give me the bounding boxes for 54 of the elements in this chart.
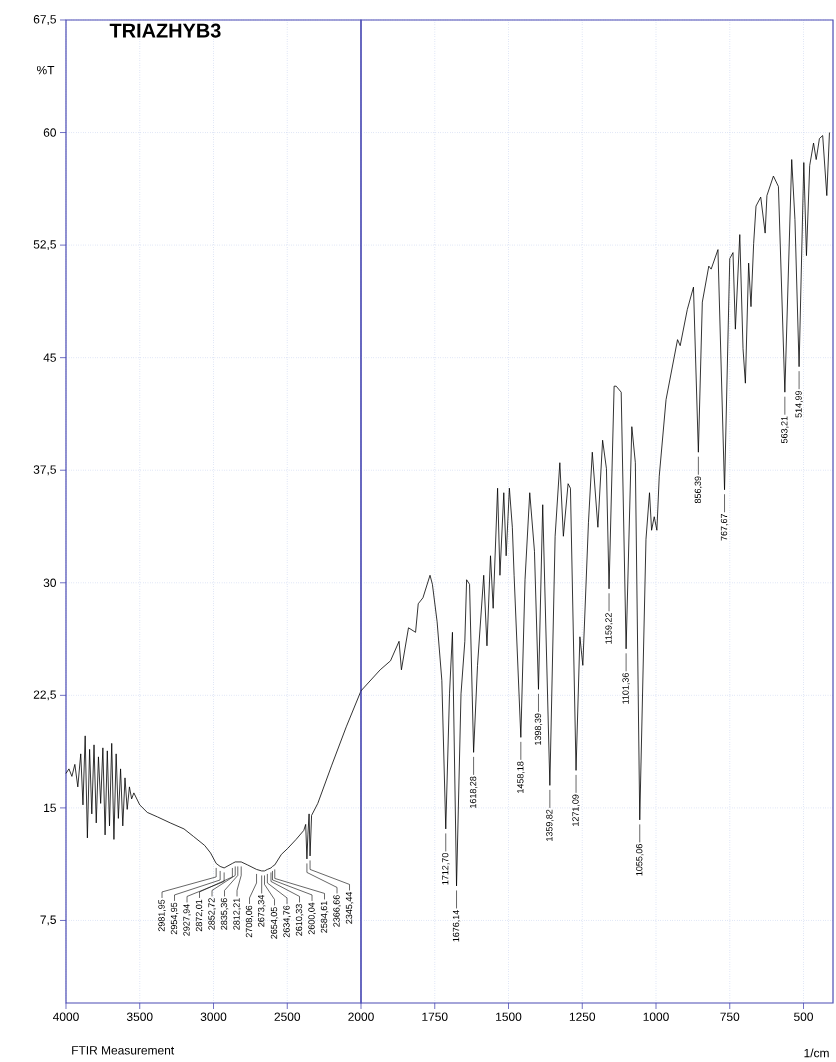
x-tick-label: 1250 xyxy=(569,1012,596,1021)
annotation: 2673,34 xyxy=(257,895,266,927)
x-tick-label: 1000 xyxy=(643,1012,669,1021)
annotation: 2654,05 xyxy=(270,907,279,939)
x-tick-label: 1500 xyxy=(496,1012,522,1021)
annotation: 2981,95 xyxy=(158,899,166,932)
annotation: 563,21 xyxy=(781,416,789,444)
annotation: 856,39 xyxy=(694,476,703,504)
annotation: 2872,01 xyxy=(195,899,204,932)
x-tick-label: 3500 xyxy=(126,1012,153,1021)
annotation: 2835,36 xyxy=(220,898,229,930)
annotation: 2610,33 xyxy=(295,904,304,936)
annotation: 2366,66 xyxy=(333,895,341,927)
annotation: 1676,14 xyxy=(452,910,461,942)
x-tick-label: 3000 xyxy=(200,1012,227,1021)
x-tick-label: 2500 xyxy=(274,1012,301,1021)
y-tick-label: 15 xyxy=(44,803,56,813)
text: FTIR Measurement xyxy=(72,1046,175,1055)
annotation: 1359,82 xyxy=(546,809,554,841)
y-tick-label: 7,5 xyxy=(40,915,56,926)
y-tick-label: 22,5 xyxy=(33,690,56,701)
annotation: 767,67 xyxy=(720,514,729,541)
annotation: 2954,95 xyxy=(170,902,179,935)
annotation: 1055,06 xyxy=(636,844,644,876)
x-axis-title: 1/cm xyxy=(804,1048,829,1058)
annotation: 2634,76 xyxy=(283,905,291,938)
y-tick-label: 30 xyxy=(43,578,57,588)
annotation: 1618,28 xyxy=(469,776,478,808)
annotation: 1271,09 xyxy=(572,794,580,826)
annotation: 1101,36 xyxy=(622,673,630,704)
annotation: 2812,21 xyxy=(233,898,241,930)
annotation: 2852,72 xyxy=(208,898,216,930)
annotation: 2600,04 xyxy=(308,902,316,935)
y-tick-label: 67,5 xyxy=(33,15,56,25)
x-tick-label: 750 xyxy=(720,1012,740,1021)
x-tick-label: 4000 xyxy=(52,1012,79,1021)
x-tick-label: 1750 xyxy=(422,1012,448,1021)
y-tick-label: 52,5 xyxy=(33,240,56,251)
annotation: 1398,39 xyxy=(534,713,543,745)
annotation: 1712,70 xyxy=(442,853,450,885)
annotation: 2345,44 xyxy=(345,892,354,924)
x-tick-label: 500 xyxy=(794,1012,814,1021)
annotation: 514,99 xyxy=(795,390,803,418)
x-tick-label: 2000 xyxy=(348,1012,374,1021)
annotation: 1458,18 xyxy=(517,761,525,793)
chart-title: TRIAZHYB3 xyxy=(109,23,221,38)
y-tick-label: 45 xyxy=(43,353,56,362)
y-axis-title: %T xyxy=(36,65,55,75)
annotation: 2708,06 xyxy=(245,905,254,938)
annotation: 2927,94 xyxy=(183,904,191,936)
annotation: 1159,22 xyxy=(605,613,613,644)
annotation: 2584,61 xyxy=(320,901,329,933)
y-tick-label: 60 xyxy=(43,128,57,137)
y-tick-label: 37,5 xyxy=(33,465,56,476)
